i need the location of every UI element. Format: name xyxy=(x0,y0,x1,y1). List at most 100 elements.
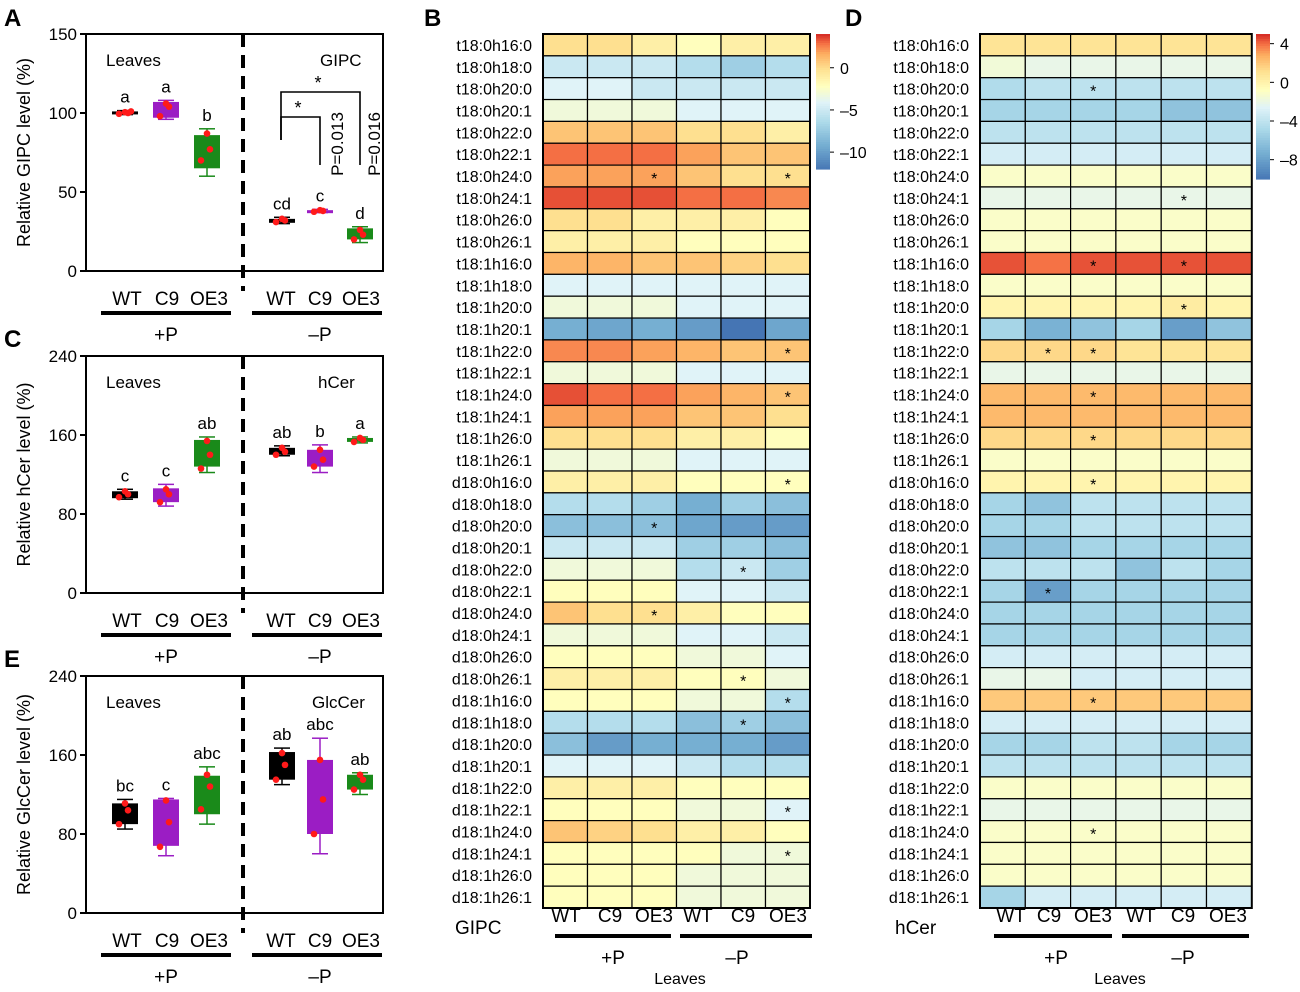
box xyxy=(347,774,373,790)
heatmap-cell xyxy=(1160,317,1208,341)
heatmap-cell xyxy=(1115,33,1162,57)
heatmap-cell xyxy=(764,535,811,559)
heatmap-cell xyxy=(1024,841,1072,865)
colorbar-segment xyxy=(816,160,830,163)
heatmap-cell xyxy=(1115,361,1162,385)
heatmap-cell xyxy=(1069,601,1117,625)
sig-letter: abc xyxy=(193,744,221,763)
colorbar-segment xyxy=(816,79,830,82)
row-label: t18:1h16:0 xyxy=(456,256,532,273)
heatmap-cell xyxy=(1024,361,1072,385)
box-oe3-minusP: a xyxy=(347,414,373,446)
colorbar-segment xyxy=(816,38,830,42)
heatmap-cell xyxy=(1115,535,1162,559)
heatmap-cell xyxy=(979,688,1026,712)
y-tick-label: 240 xyxy=(49,347,77,366)
heatmap-cell xyxy=(1205,273,1253,297)
heatmap-cell xyxy=(1205,120,1253,144)
colorbar-segment xyxy=(1256,104,1270,108)
heatmap-cell xyxy=(675,535,722,559)
heatmap-cell xyxy=(1069,579,1117,603)
heatmap-cell xyxy=(1069,645,1117,669)
heatmap-cell xyxy=(675,492,722,516)
box-c9-plusP: a xyxy=(153,77,179,121)
heatmap-cell xyxy=(1069,732,1117,756)
heatmap-cell xyxy=(1205,579,1253,603)
heatmap-cell xyxy=(1024,535,1072,559)
heatmap-cell xyxy=(764,273,811,297)
row-label: t18:0h22:1 xyxy=(893,147,969,164)
row-label: d18:1h20:1 xyxy=(452,759,532,776)
heatmap-cell xyxy=(631,230,678,254)
heatmap-cell xyxy=(586,317,633,341)
heatmap-cell xyxy=(1160,98,1208,123)
colorbar-segment xyxy=(816,45,830,49)
row-label: t18:0h16:0 xyxy=(893,38,969,55)
box-wt-plusP: a xyxy=(112,88,138,118)
data-point xyxy=(310,830,318,838)
heatmap-cell xyxy=(675,208,722,232)
significance-star: * xyxy=(740,717,746,734)
heatmap-cell xyxy=(631,251,678,275)
heatmap-cell xyxy=(542,317,589,341)
colorbar-segment xyxy=(1256,50,1270,54)
sig-letter: cd xyxy=(273,194,291,213)
data-point xyxy=(316,446,324,454)
colorbar-segment xyxy=(1256,77,1270,81)
colorbar-segment xyxy=(1256,92,1270,96)
heatmap-cell xyxy=(1069,208,1117,232)
row-label: d18:0h24:0 xyxy=(452,606,532,623)
heatmap-cell xyxy=(1205,295,1253,319)
heatmap-cell xyxy=(1115,841,1162,865)
heatmap-cell xyxy=(720,273,767,297)
condition-label: –P xyxy=(308,647,331,668)
heatmap-cell xyxy=(979,295,1026,319)
heatmap-cell xyxy=(1205,142,1253,166)
group-label: C9 xyxy=(308,611,332,632)
heatmap-cell xyxy=(979,667,1026,691)
heatmap-cell xyxy=(586,33,633,57)
colorbar-segment xyxy=(1256,46,1270,50)
heatmap-cell xyxy=(542,863,589,887)
heatmap-cell xyxy=(1024,98,1072,123)
box-panel-A: A 0 50 100 150 Relative GIPC level (%) Leaves G… xyxy=(4,5,384,346)
box-c9-minusP: c xyxy=(307,186,333,216)
heatmap-cell xyxy=(542,33,589,57)
heatmap-cell xyxy=(675,317,722,341)
heatmap-cell xyxy=(979,579,1026,603)
heatmap-cell xyxy=(675,426,722,450)
heatmap-cell xyxy=(979,863,1026,887)
colorbar: 0 –5 –10 xyxy=(816,34,867,170)
colorbar-segment xyxy=(1256,133,1270,137)
row-label: t18:1h24:0 xyxy=(893,388,969,405)
colorbar-segment xyxy=(1256,82,1270,86)
significance-star: * xyxy=(740,674,746,691)
colorbar-segment xyxy=(1256,99,1270,103)
y-tick-label: 0 xyxy=(68,262,77,281)
data-point xyxy=(162,797,170,804)
heatmap-cell xyxy=(1069,230,1117,254)
heatmap-cell xyxy=(764,186,811,210)
heatmap-cell xyxy=(764,120,811,144)
colorbar-segment xyxy=(816,162,830,166)
data-point xyxy=(272,451,280,459)
heatmap-cell xyxy=(631,667,678,691)
data-point xyxy=(356,226,364,234)
heatmap-cell xyxy=(586,863,633,887)
data-point xyxy=(121,487,129,495)
group-label: OE3 xyxy=(342,611,380,632)
group-label: OE3 xyxy=(342,931,380,952)
row-label: t18:0h18:0 xyxy=(456,60,532,77)
significance-star: * xyxy=(1090,346,1096,363)
heatmap-cell xyxy=(1205,251,1253,275)
row-label: t18:0h26:0 xyxy=(893,213,969,230)
heatmap-cell xyxy=(586,208,633,232)
significance-star: * xyxy=(740,564,746,581)
heatmap-cell xyxy=(675,885,722,909)
heatmap-cell xyxy=(1115,120,1162,144)
heatmap-cell xyxy=(542,798,589,822)
group-label: WT xyxy=(112,611,142,632)
right-note: GlcCer xyxy=(312,693,365,712)
sig-bracket xyxy=(280,116,321,165)
